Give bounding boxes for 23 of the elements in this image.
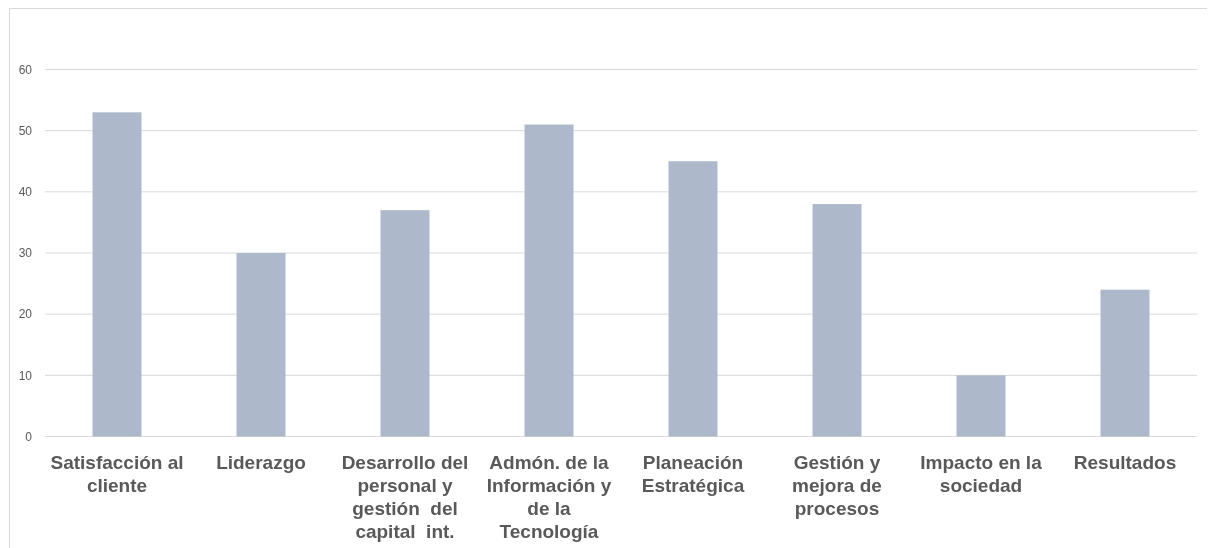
x-tick-label: Planeación Estratégica [641, 451, 745, 496]
y-tick-label: 40 [18, 185, 33, 200]
y-tick-label: 30 [18, 246, 33, 261]
bar [956, 375, 1006, 437]
x-tick-label: Gestión y mejora de procesos [792, 451, 882, 519]
x-tick-label: Impacto en la sociedad [920, 451, 1043, 496]
bar [236, 253, 286, 437]
bar [92, 112, 142, 437]
y-tick-label: 60 [18, 62, 33, 77]
y-tick-label: 50 [18, 123, 33, 138]
bar [1100, 289, 1150, 437]
x-tick-label: Resultados [1073, 451, 1177, 473]
x-tick-label: Admón. de la Información y de la Tecnología [486, 451, 612, 542]
x-tick-label: Liderazgo [216, 451, 306, 473]
y-tick-label: 20 [18, 307, 33, 322]
x-tick-label: Desarrollo del personal y gestión del capital int. [341, 451, 469, 542]
bar [668, 161, 718, 437]
bar [524, 124, 574, 437]
x-tick-label: Satisfacción al cliente [50, 451, 184, 496]
bar [812, 204, 862, 437]
bar [380, 210, 430, 437]
y-tick-label: 0 [25, 429, 33, 444]
y-tick-label: 10 [18, 368, 33, 383]
